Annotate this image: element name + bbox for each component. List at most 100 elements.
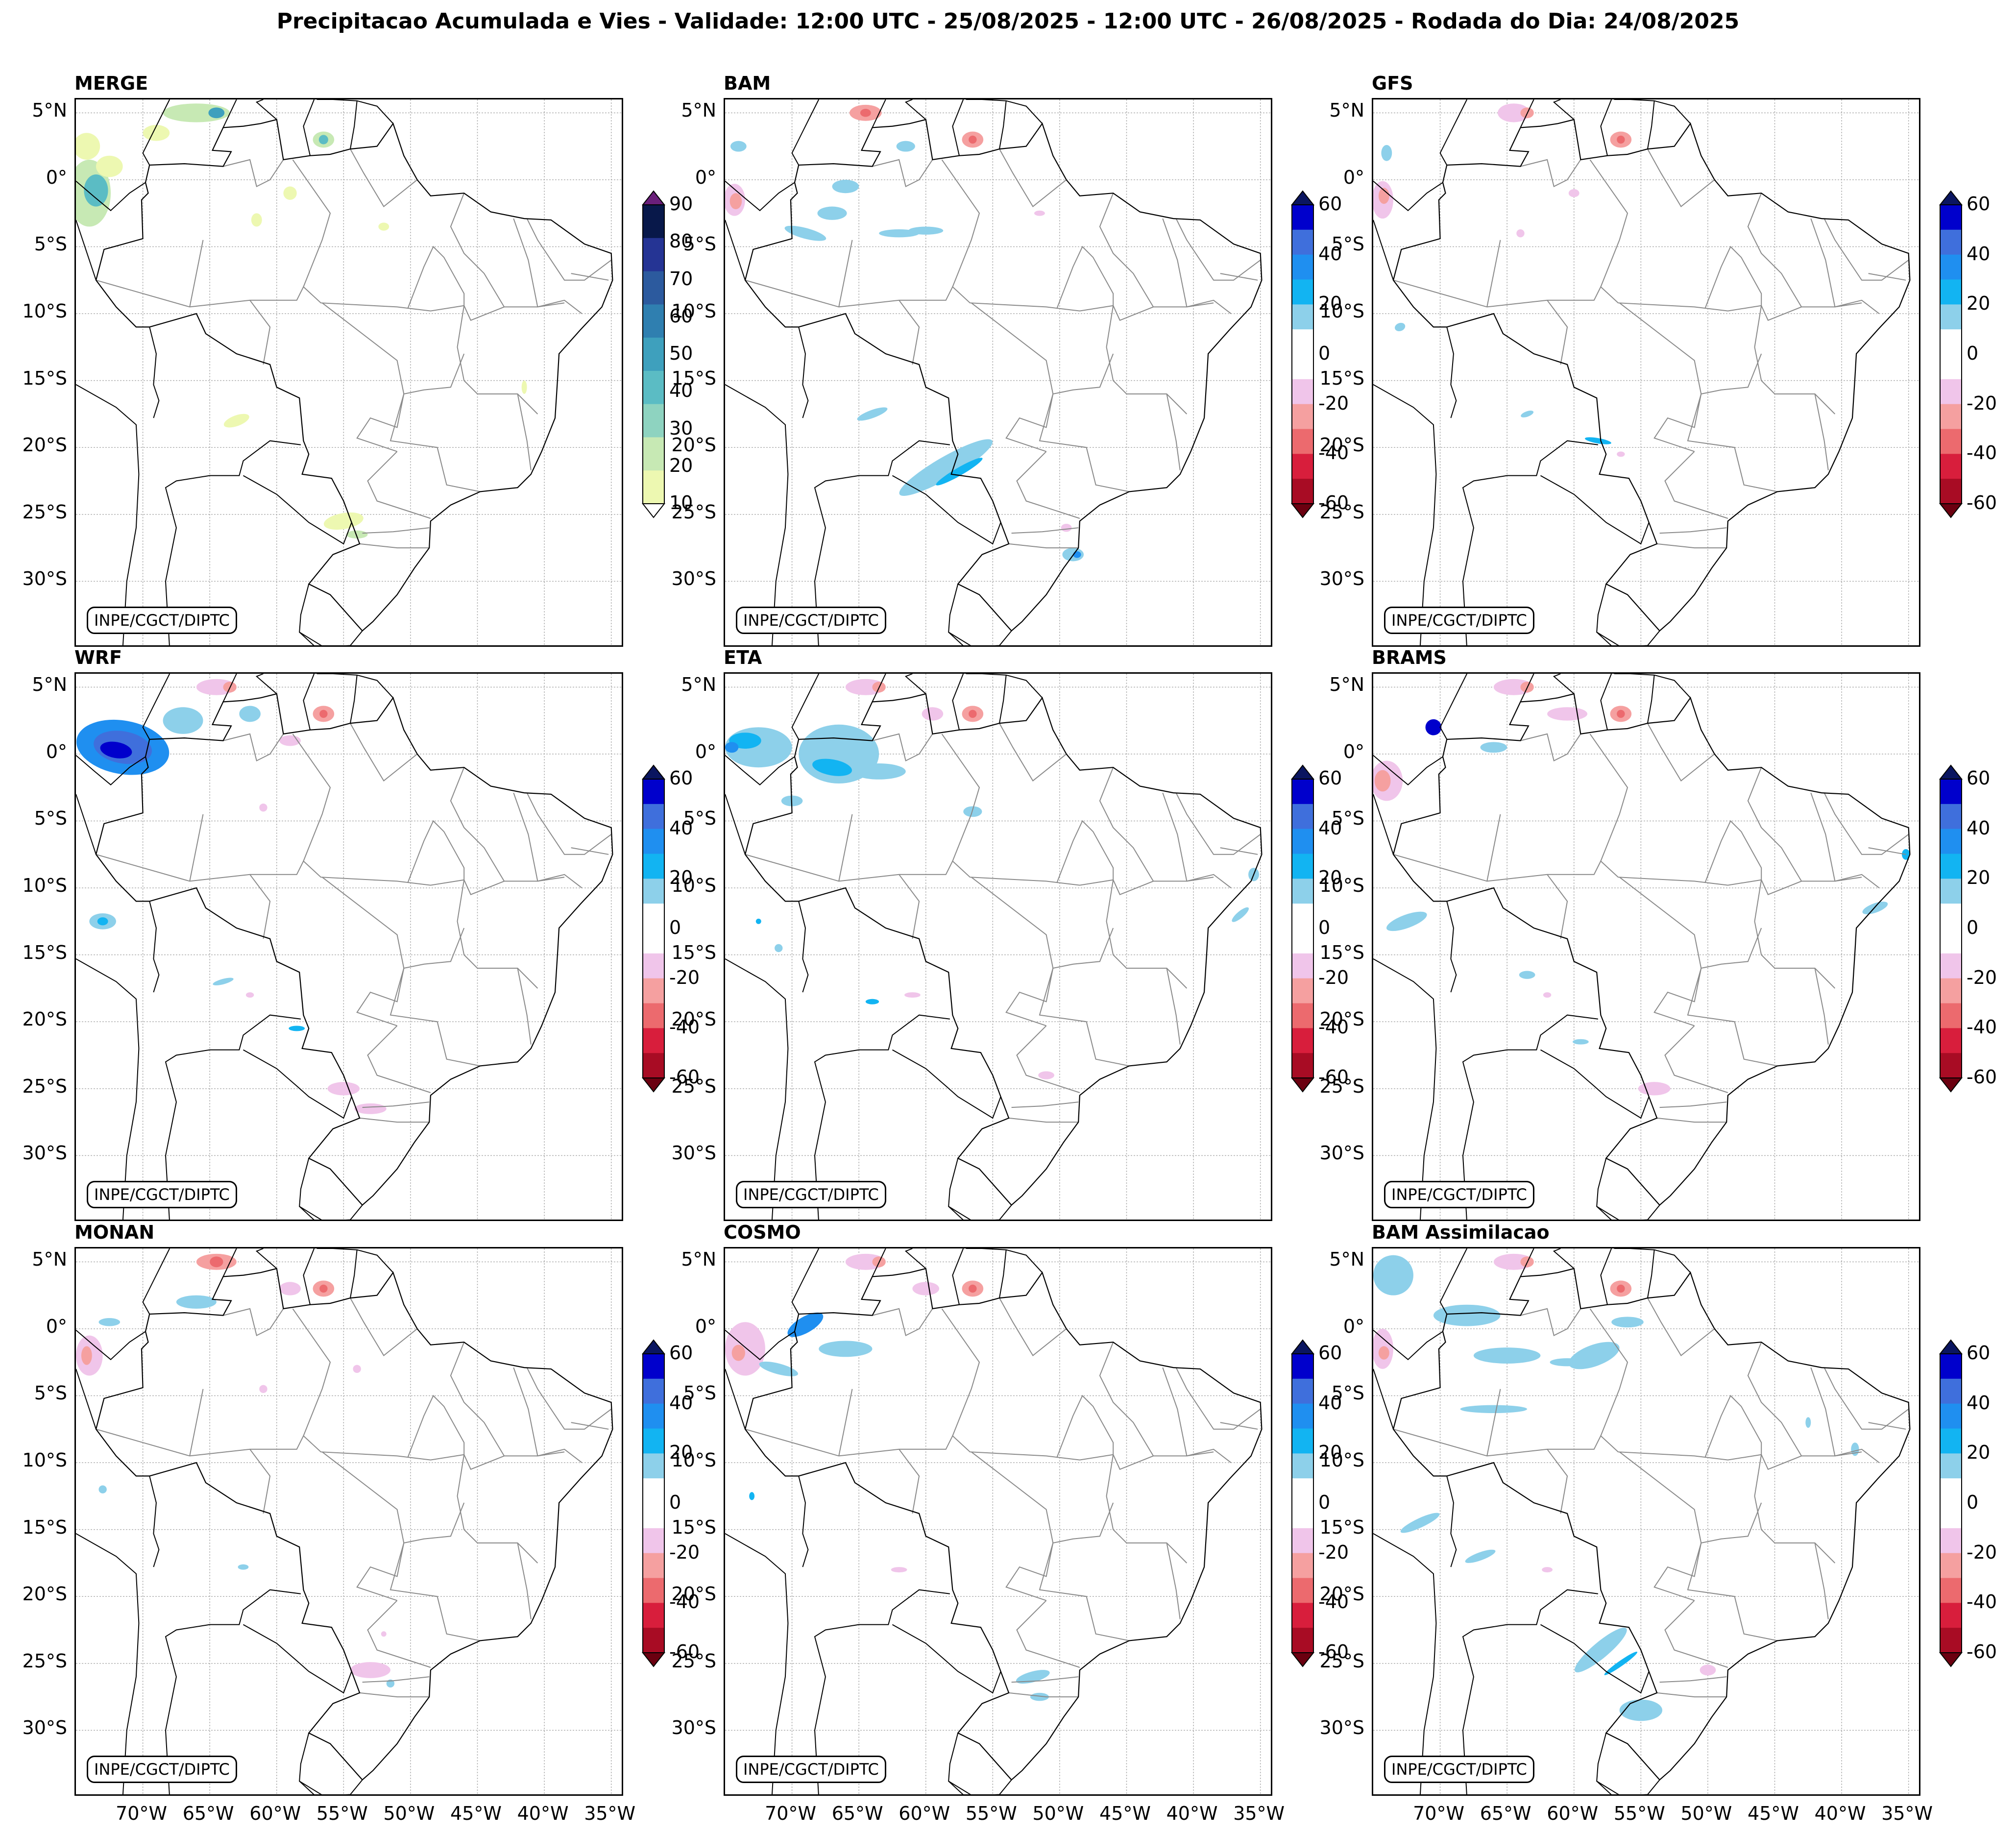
country-border (948, 1733, 1012, 1794)
state-border (537, 1448, 583, 1463)
country-border (255, 1248, 277, 1269)
colorbar-swatch (1292, 1528, 1313, 1554)
colorbar-swatch (1940, 779, 1962, 805)
country-border (1553, 674, 1575, 694)
colorbar-tick-label: 0 (1967, 342, 1979, 364)
state-border (292, 734, 331, 861)
colorbar-arrow-top (1291, 764, 1314, 780)
colorbar-arrow-top (1291, 1339, 1314, 1354)
state-border (971, 302, 1054, 452)
colorbar-tick-label: 40 (1318, 817, 1342, 839)
state-border (457, 880, 538, 989)
colorbar-swatch (643, 338, 664, 371)
lon-label: 65°W (1480, 1803, 1531, 1824)
country-border (1600, 99, 1612, 156)
lat-label: 15°S (1319, 941, 1364, 963)
country-border (1439, 99, 1468, 166)
colorbar-tick-label: 0 (1967, 1492, 1979, 1513)
colorbar (1291, 1339, 1314, 1667)
borders (725, 1248, 1263, 1794)
lat-label: 5°N (681, 674, 716, 696)
gridlines (1373, 674, 1919, 1220)
field-contour (251, 213, 262, 227)
field-contour (904, 992, 921, 998)
colorbar-swatch (1940, 1478, 1962, 1504)
colorbar-swatch (1940, 329, 1962, 355)
colorbar-arrow-top (1291, 190, 1314, 205)
colorbar-swatch (1292, 904, 1313, 929)
state-border (1008, 543, 1079, 549)
colorbar-swatch (1940, 1053, 1962, 1078)
brazil-outline (744, 1268, 1263, 1781)
country-border (948, 1781, 964, 1794)
country-border (725, 384, 789, 645)
field-contour (922, 707, 944, 721)
gridlines (1373, 1248, 1919, 1794)
state-border (1547, 300, 1568, 365)
lat-label: 0° (46, 1315, 67, 1337)
country-border (814, 1589, 950, 1794)
country-border (1373, 1533, 1437, 1794)
country-border (798, 327, 809, 418)
state-border (389, 393, 481, 492)
state-border (1810, 1367, 1836, 1456)
colorbar-tick-label: 20 (669, 867, 693, 889)
colorbar-swatch (643, 978, 664, 1003)
colorbar-swatch (1940, 854, 1962, 879)
field-contour (1034, 210, 1045, 216)
colorbar-tick-label: -60 (1967, 1641, 1997, 1663)
country-border (1596, 632, 1612, 645)
field-contour (896, 141, 915, 152)
panel-title: COSMO (724, 1222, 801, 1243)
state-border (350, 723, 418, 782)
field-contour (832, 179, 859, 194)
state-border (517, 393, 532, 470)
state-border (941, 159, 980, 287)
field-contour (749, 1492, 755, 1500)
field-contour (1516, 229, 1525, 238)
state-border (389, 968, 481, 1067)
lat-label: 15°S (671, 941, 716, 963)
colorbar-tick-label: 0 (1967, 917, 1979, 938)
colorbar (642, 190, 665, 518)
borders (1373, 99, 1911, 645)
colorbar-swatch (1940, 1453, 1962, 1479)
colorbar-swatch (1940, 254, 1962, 280)
country-border (1462, 440, 1599, 645)
colorbar-tick-label: -40 (1967, 1591, 1997, 1613)
colorbar-swatch (1940, 1578, 1962, 1603)
borders (76, 1248, 613, 1794)
colorbar-swatch (1940, 379, 1962, 405)
country-border (255, 99, 277, 120)
state-border (971, 877, 1054, 1027)
colorbar-swatch (1292, 1503, 1313, 1529)
field-contour (969, 709, 977, 718)
colorbar-swatch (1292, 953, 1313, 979)
state-border (292, 159, 331, 287)
country-border (814, 1014, 950, 1220)
country-border (999, 1249, 1007, 1298)
lat-label: 25°S (671, 1650, 716, 1672)
field-contour (1521, 411, 1534, 417)
field-contour (1619, 1699, 1663, 1721)
colorbar-arrow-top (642, 1339, 665, 1354)
colorbar-arrow-top (1939, 1339, 1963, 1354)
field-contour (730, 141, 747, 152)
lat-label: 25°S (1319, 1075, 1364, 1097)
lon-label: 35°W (1233, 1803, 1285, 1824)
lat-label: 5°S (34, 233, 67, 255)
colorbar-tick-label: 30 (669, 417, 693, 439)
colorbar-tick-label: 40 (669, 817, 693, 839)
state-border (1589, 734, 1628, 861)
colorbar-tick-label: 10 (669, 492, 693, 514)
colorbar (642, 1339, 665, 1667)
field-contour (1030, 1692, 1049, 1701)
colorbar-swatch (1940, 1628, 1962, 1653)
lat-label: 25°S (22, 1650, 67, 1672)
field-contour (97, 917, 108, 926)
field-contour (857, 407, 888, 421)
state-border (350, 1297, 418, 1356)
state-border (1162, 1367, 1188, 1456)
state-border (359, 1692, 430, 1698)
lat-label: 5°N (32, 674, 67, 696)
